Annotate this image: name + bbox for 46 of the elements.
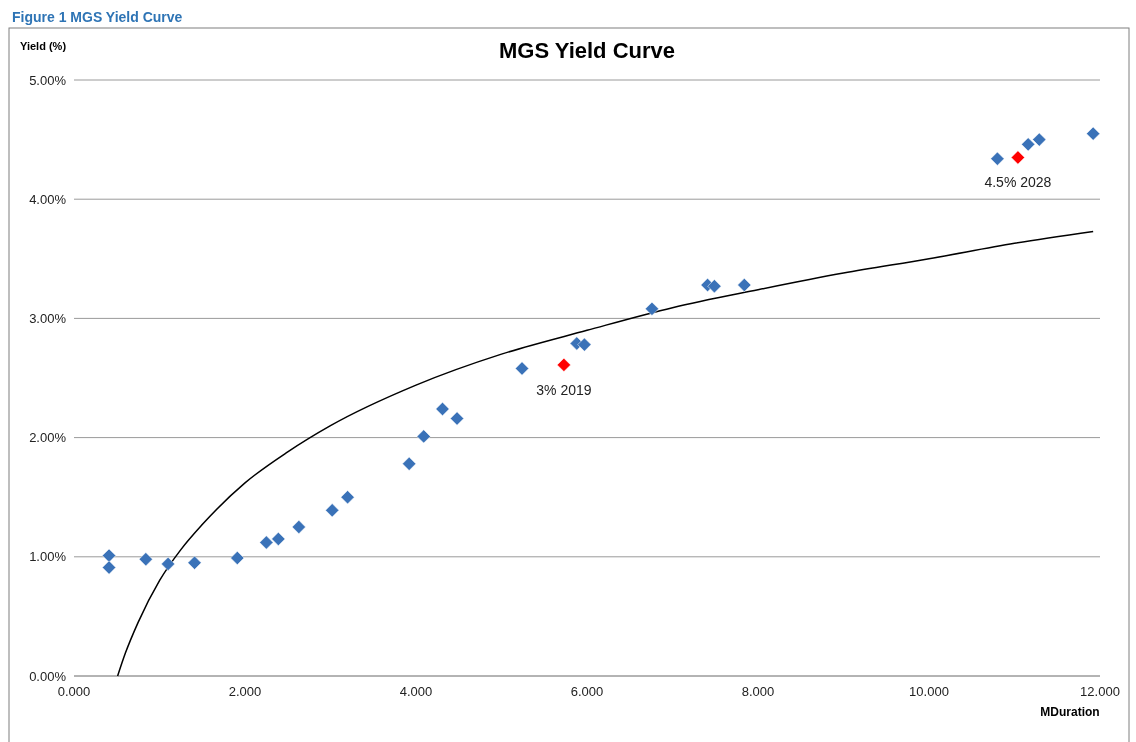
x-tick-label: 10.000 — [909, 684, 949, 699]
point — [161, 556, 176, 571]
point — [737, 278, 752, 292]
point — [645, 301, 659, 316]
point — [1086, 126, 1101, 141]
x-tick-label: 6.000 — [570, 684, 604, 699]
point — [271, 531, 286, 546]
x-tick-label: 12.000 — [1080, 684, 1120, 699]
annotation: 3% 2019 — [536, 381, 592, 398]
point — [402, 456, 417, 471]
point — [515, 361, 529, 376]
point — [102, 560, 117, 575]
point — [230, 551, 245, 565]
y-tick-label: 1.00% — [29, 549, 67, 565]
point — [1010, 150, 1025, 165]
point — [259, 535, 274, 550]
point — [138, 552, 153, 567]
point — [187, 555, 202, 570]
chart-title: MGS Yield Curve — [498, 38, 676, 63]
x-tick-label: 2.000 — [228, 684, 262, 699]
point — [577, 337, 592, 352]
caption: Figure 1 MGS Yield Curve — [12, 9, 183, 25]
y-tick-label: 3.00% — [29, 310, 67, 326]
point — [450, 411, 464, 426]
point — [435, 402, 450, 416]
point — [1021, 137, 1036, 152]
point — [556, 357, 571, 372]
point — [291, 520, 306, 534]
y-axis-title: Yield (%) — [20, 40, 67, 52]
x-tick-label: 4.000 — [399, 684, 433, 699]
point — [340, 490, 355, 505]
y-tick-label: 0.00% — [29, 668, 67, 684]
y-tick-label: 4.00% — [29, 191, 67, 207]
line-series — [116, 230, 1094, 677]
x-tick-label: 8.000 — [741, 684, 775, 699]
point — [325, 503, 340, 518]
y-tick-label: 5.00% — [29, 72, 67, 88]
point — [707, 279, 722, 294]
annotation: 4.5% 2028 — [984, 174, 1052, 191]
point — [990, 151, 1005, 166]
x-tick-label: 0.000 — [57, 684, 91, 699]
point — [416, 429, 431, 444]
point — [1032, 132, 1047, 147]
point — [102, 548, 117, 563]
x-axis-title: MDuration — [1040, 705, 1100, 719]
y-tick-label: 2.00% — [29, 430, 67, 446]
